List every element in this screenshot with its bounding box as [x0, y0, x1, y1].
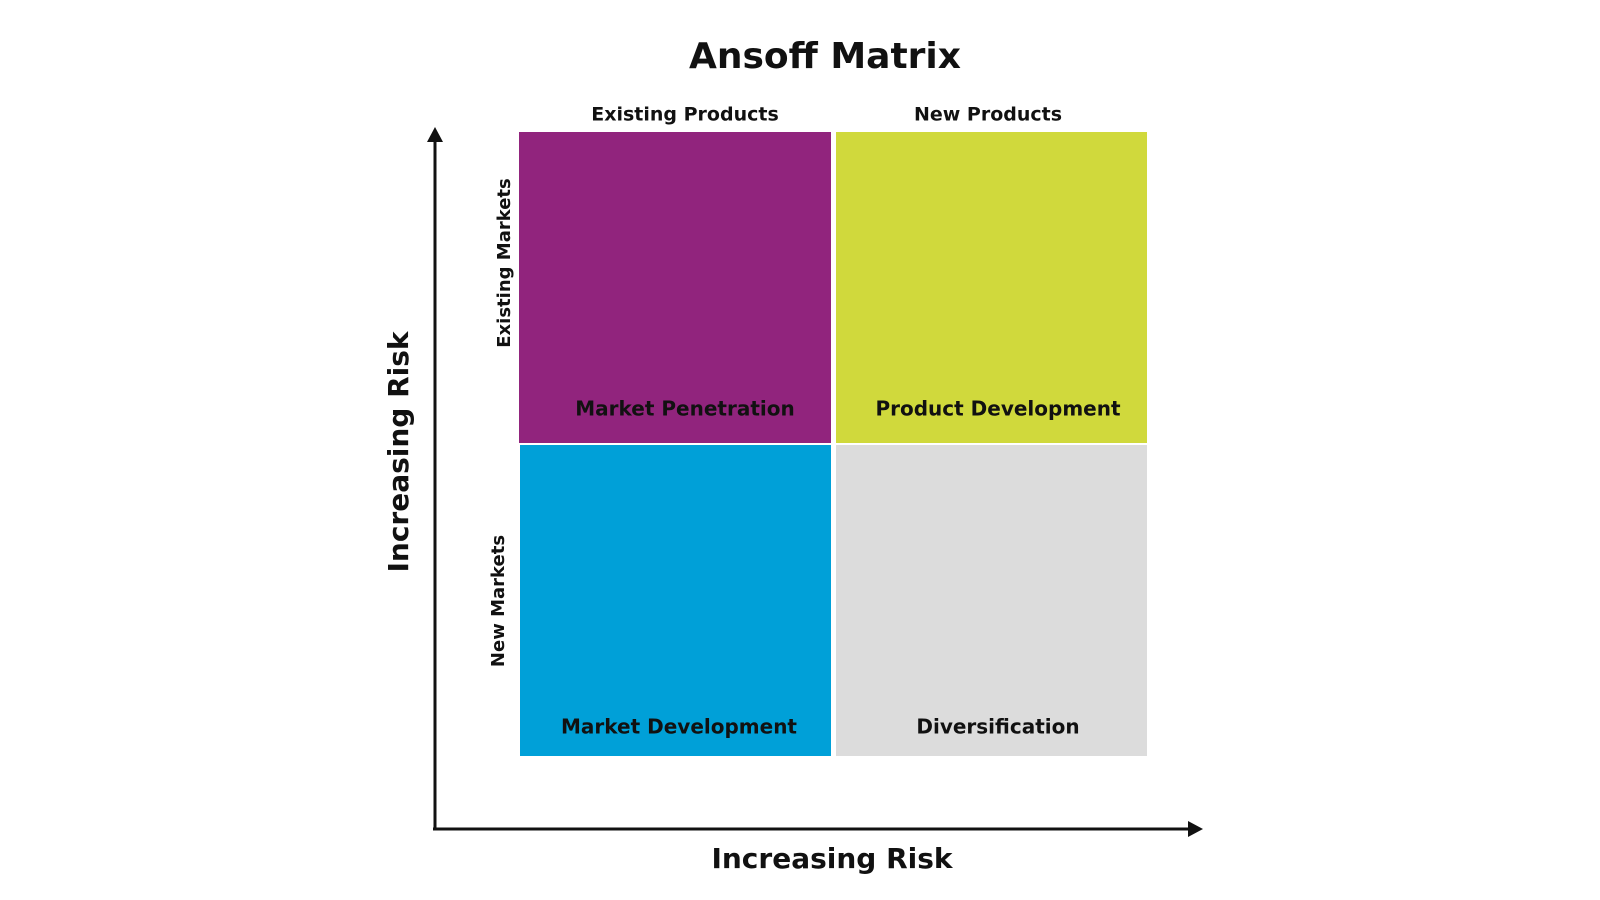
- quadrant: [520, 445, 831, 756]
- x-arrow: [1188, 821, 1203, 837]
- quadrant: [836, 445, 1147, 756]
- quadrant: [836, 132, 1147, 443]
- row-header: Existing Markets: [494, 178, 515, 347]
- quadrant-label: Market Penetration: [575, 397, 794, 421]
- column-header: Existing Products: [591, 104, 779, 126]
- quadrant-label: Diversification: [916, 715, 1079, 739]
- y-axis-label: Increasing Risk: [382, 330, 415, 572]
- quadrant-label: Market Development: [561, 715, 797, 739]
- title: Ansoff Matrix: [689, 36, 961, 77]
- x-axis-label: Increasing Risk: [711, 842, 953, 875]
- quadrant-label: Product Development: [875, 397, 1121, 421]
- quadrant: [519, 132, 831, 443]
- row-header: New Markets: [488, 535, 509, 667]
- column-header: New Products: [914, 104, 1062, 126]
- y-arrow: [427, 127, 443, 142]
